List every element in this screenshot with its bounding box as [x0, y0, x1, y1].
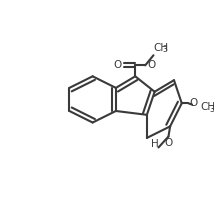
Text: CH: CH: [153, 43, 169, 53]
Text: 3: 3: [209, 105, 214, 114]
Text: O: O: [164, 138, 173, 148]
Text: CH: CH: [200, 102, 214, 113]
Text: O: O: [148, 60, 156, 70]
Text: H: H: [151, 139, 159, 149]
Text: O: O: [190, 98, 198, 108]
Text: 3: 3: [163, 45, 168, 54]
Text: O: O: [113, 60, 121, 70]
